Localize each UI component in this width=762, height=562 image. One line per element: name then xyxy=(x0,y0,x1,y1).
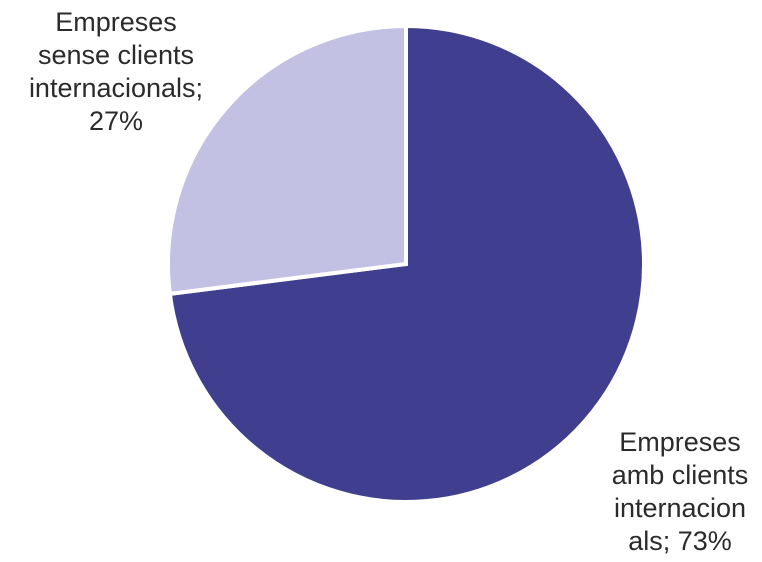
slice-label-intl-line-3: internacion xyxy=(613,493,747,523)
slice-label-nointl-line-3: internacionals; xyxy=(28,73,204,103)
slice-label-intl: Empreses amb clients internacion als; 73… xyxy=(596,426,762,558)
slice-label-nointl: Empreses sense clients internacionals; 2… xyxy=(0,6,232,138)
slice-label-intl-line-1: Empreses xyxy=(619,427,741,457)
slice-label-nointl-line-1: Empreses xyxy=(55,7,177,37)
slice-label-intl-line-2: amb clients xyxy=(611,460,749,490)
pie-slice-nointl xyxy=(166,23,408,297)
slice-label-intl-line-4: als; 73% xyxy=(628,526,732,556)
slice-label-nointl-line-2: sense clients xyxy=(37,40,195,70)
slice-label-nointl-line-4: 27% xyxy=(88,106,144,136)
